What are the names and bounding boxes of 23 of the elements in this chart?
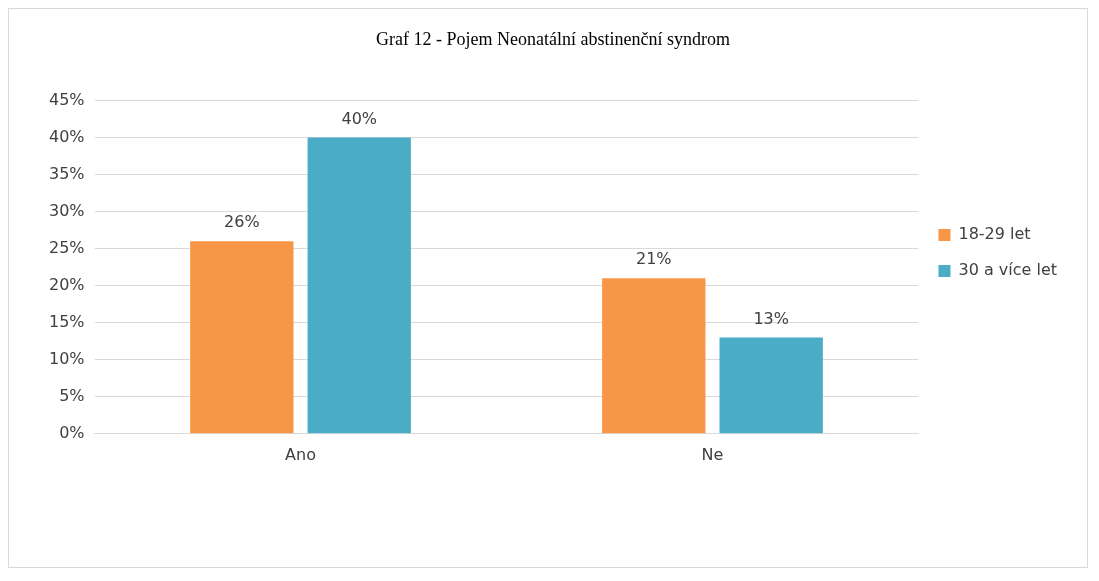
y-tick-label: 15%	[49, 311, 85, 331]
y-tick-label: 0%	[59, 422, 85, 442]
bar	[602, 278, 706, 434]
legend-label: 30 a více let	[958, 260, 1058, 280]
data-label: 21%	[636, 249, 672, 269]
bar	[190, 241, 294, 434]
legend-label: 18-29 let	[958, 224, 1031, 244]
y-tick-label: 30%	[49, 200, 85, 220]
bar	[307, 137, 411, 434]
y-tick-label: 10%	[49, 348, 85, 368]
y-tick-label: 25%	[49, 237, 85, 257]
data-label: 40%	[341, 108, 378, 128]
x-tick-label: Ano	[285, 444, 316, 464]
data-label: 26%	[224, 212, 260, 232]
y-tick-label: 45%	[49, 89, 85, 109]
data-label: 13%	[753, 308, 789, 328]
y-tick-label: 5%	[59, 385, 85, 405]
y-tick-label: 35%	[49, 163, 85, 183]
chart-title: Graf 12 - Pojem Neonatální abstinenční syndrom	[376, 28, 730, 49]
x-tick-label: Ne	[701, 444, 724, 464]
bar	[719, 337, 823, 434]
y-tick-label: 20%	[49, 274, 85, 294]
y-tick-label: 40%	[49, 126, 85, 146]
